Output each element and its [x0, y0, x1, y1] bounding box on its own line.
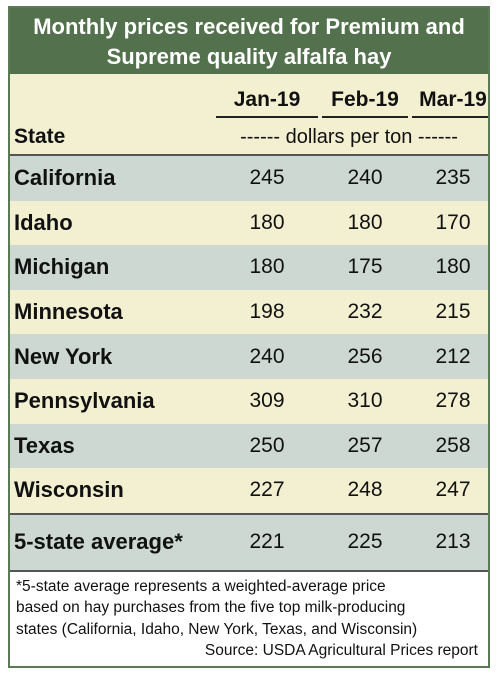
units-label: ------ dollars per ton ------: [240, 126, 458, 148]
table-title: Monthly prices received for Premium and …: [10, 8, 488, 74]
footnote-line-3: states (California, Idaho, New York, Tex…: [16, 620, 418, 638]
state-name: New York: [14, 343, 113, 369]
price-value: 227: [249, 478, 285, 502]
footnote-line-1: *5-state average represents a weighted-a…: [16, 577, 386, 595]
table-row: Pennsylvania 309 310 278: [10, 378, 488, 424]
price-value: 180: [435, 255, 471, 279]
table-row: Wisconsin 227 248 247: [10, 468, 488, 513]
price-value: 258: [435, 433, 471, 457]
average-label: 5-state average*: [14, 529, 183, 555]
price-value: 170: [435, 210, 471, 234]
footnote: *5-state average represents a weighted-a…: [10, 569, 488, 667]
price-value: 240: [347, 166, 383, 190]
price-value: 250: [249, 433, 285, 457]
price-value: 235: [435, 166, 471, 190]
average-value-jan-19: 221: [249, 530, 285, 554]
price-value: 212: [435, 344, 471, 368]
price-value: 180: [249, 210, 285, 234]
price-value: 198: [249, 300, 285, 324]
state-name: Wisconsin: [14, 477, 124, 503]
price-value: 248: [347, 478, 383, 502]
price-table-card: Monthly prices received for Premium and …: [8, 6, 490, 669]
state-name: Idaho: [14, 209, 73, 235]
table-header: Jan-19 Feb-19 Mar-19 State ------ dollar…: [10, 74, 488, 156]
source-note: Source: USDA Agricultural Prices report: [204, 642, 478, 660]
table-row: New York 240 256 212: [10, 334, 488, 379]
month-headers: Jan-19 Feb-19 Mar-19: [10, 86, 488, 118]
table-row: California 245 240 235: [10, 156, 488, 201]
table-row: Minnesota 198 232 215: [10, 289, 488, 335]
title-line-2: Supreme quality alfalfa hay: [106, 44, 392, 69]
state-name: Minnesota: [14, 299, 123, 325]
column-header-mar-19: Mar-19: [419, 88, 487, 111]
header-underline: [322, 116, 408, 118]
state-name: Pennsylvania: [14, 388, 155, 414]
price-value: 247: [435, 478, 471, 502]
price-value: 180: [347, 210, 383, 234]
table-row: Michigan 180 175 180: [10, 245, 488, 290]
state-name: Texas: [14, 432, 75, 458]
header-underline: [216, 116, 318, 118]
column-header-feb-19: Feb-19: [331, 88, 399, 111]
average-row: 5-state average* 221 225 213: [10, 512, 488, 570]
table-row: Idaho 180 180 170: [10, 200, 488, 246]
header-underline: [412, 116, 488, 118]
price-value: 180: [249, 255, 285, 279]
price-value: 245: [249, 166, 285, 190]
footnote-line-2: based on hay purchases from the five top…: [16, 599, 406, 617]
state-name: Michigan: [14, 254, 110, 280]
state-name: California: [14, 165, 116, 191]
price-value: 257: [347, 433, 383, 457]
table-body: California 245 240 235 Idaho 180 180 170 Michiga…: [10, 156, 488, 513]
average-value-mar-19: 213: [435, 530, 471, 554]
price-value: 232: [347, 300, 383, 324]
price-value: 309: [249, 389, 285, 413]
price-value: 215: [435, 300, 471, 324]
price-value: 240: [249, 344, 285, 368]
average-value-feb-19: 225: [347, 530, 383, 554]
price-value: 278: [435, 389, 471, 413]
price-value: 256: [347, 344, 383, 368]
price-value: 175: [347, 255, 383, 279]
table-row: Texas 250 257 258: [10, 423, 488, 469]
title-line-1: Monthly prices received for Premium and: [33, 14, 465, 39]
column-header-jan-19: Jan-19: [233, 88, 301, 111]
price-value: 310: [347, 389, 383, 413]
state-column-header: State: [14, 125, 66, 148]
